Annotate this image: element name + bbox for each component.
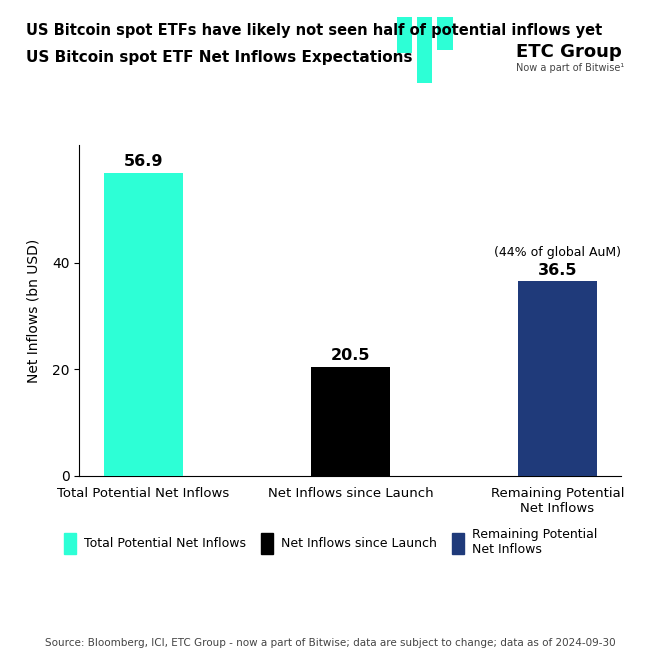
Text: US Bitcoin spot ETFs have likely not seen half of potential inflows yet: US Bitcoin spot ETFs have likely not see… xyxy=(26,23,603,38)
Bar xyxy=(437,17,453,50)
Legend: Total Potential Net Inflows, Net Inflows since Launch, Remaining Potential
Net I: Total Potential Net Inflows, Net Inflows… xyxy=(59,523,602,561)
Bar xyxy=(518,282,597,476)
Text: (44% of global AuM): (44% of global AuM) xyxy=(494,246,621,259)
Text: Now a part of Bitwise¹: Now a part of Bitwise¹ xyxy=(516,63,624,73)
Text: Source: Bloomberg, ICI, ETC Group - now a part of Bitwise; data are subject to c: Source: Bloomberg, ICI, ETC Group - now … xyxy=(45,638,616,648)
Y-axis label: Net Inflows (bn USD): Net Inflows (bn USD) xyxy=(27,239,41,383)
Text: 20.5: 20.5 xyxy=(330,348,370,363)
Text: US Bitcoin spot ETF Net Inflows Expectations: US Bitcoin spot ETF Net Inflows Expectat… xyxy=(26,50,413,65)
Text: 36.5: 36.5 xyxy=(537,262,577,278)
Bar xyxy=(311,367,390,476)
Text: 56.9: 56.9 xyxy=(124,154,163,169)
Text: ETC Group: ETC Group xyxy=(516,43,621,61)
Bar xyxy=(104,173,182,476)
Bar xyxy=(417,17,432,83)
Bar xyxy=(397,17,412,53)
